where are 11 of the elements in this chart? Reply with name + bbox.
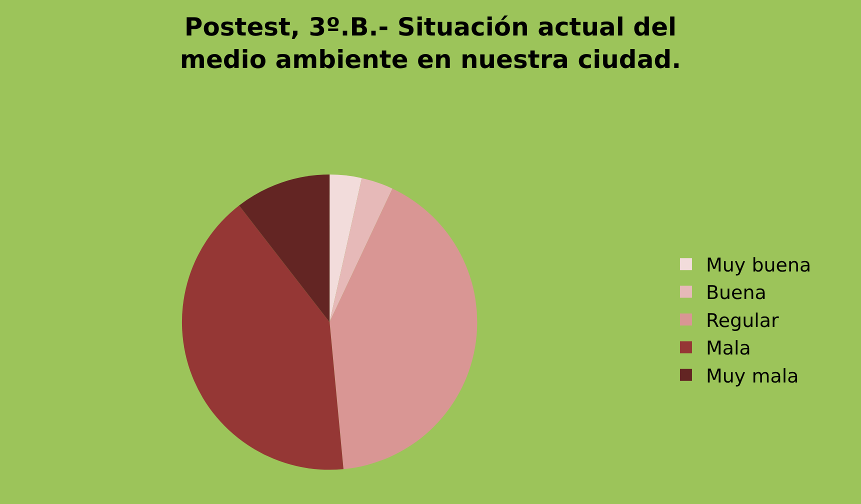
legend-label: Mala [706, 338, 751, 360]
legend-label: Regular [706, 310, 780, 332]
legend-label: Muy buena [706, 254, 812, 277]
pie-slice [330, 174, 362, 322]
pie-slice [330, 178, 392, 322]
pie-slice [239, 174, 330, 322]
legend-label: Buena [706, 282, 766, 304]
legend-label: Muy mala [706, 365, 799, 388]
pie-slice [330, 188, 478, 470]
chart-title: Postest, 3º.B.- Situación actual del medio ambiente en nuestra ciudad. [180, 12, 682, 74]
pie-slice [182, 206, 344, 470]
